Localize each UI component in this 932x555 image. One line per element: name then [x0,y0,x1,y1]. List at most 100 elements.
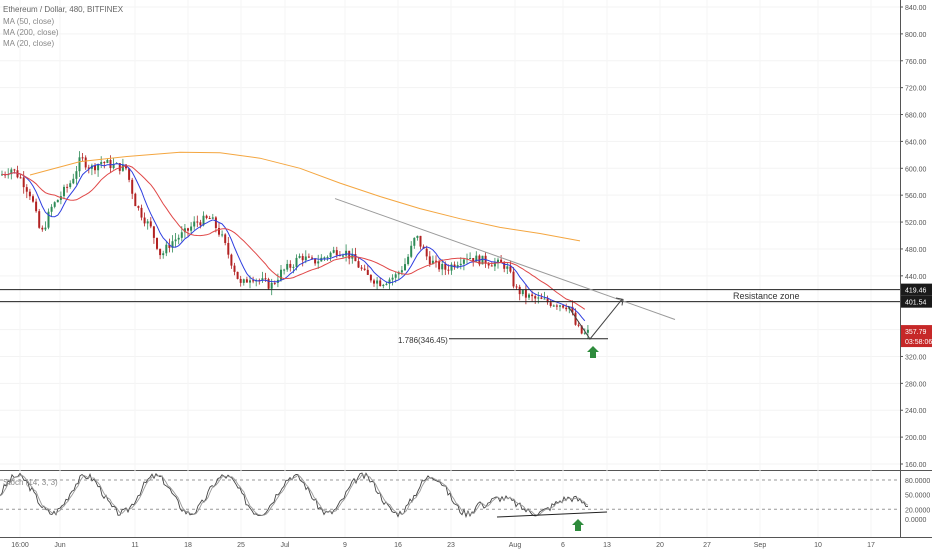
candle-up [317,261,320,264]
price-tick-label: 240.00 [905,408,927,415]
candle-up [78,157,81,172]
candle-up [462,259,465,264]
candle-up [10,169,13,175]
candle-down [149,221,152,227]
resistance-zone-label: Resistance zone [733,291,800,301]
candle-down [137,206,140,208]
projection-arrowhead [615,297,624,306]
candle-up [481,255,484,265]
candle-down [252,280,255,282]
price-tick-label: 800.00 [905,32,927,39]
candle-down [360,267,363,269]
candle-down [128,168,131,180]
candle-up [261,278,264,281]
candle-up [304,256,307,261]
candle-up [1,174,3,176]
time-tick-label: 17 [867,542,875,549]
candle-up [521,289,524,295]
candle-down [159,248,162,256]
candle-down [307,256,310,258]
candle-down [131,179,134,194]
candle-up [528,294,530,298]
candle-down [512,271,515,287]
stoch-k-line [0,472,588,519]
price-badges: 419.46 401.54 357.79 03:58:06 [901,283,932,348]
time-tick-label: Sep [754,542,767,549]
candle-up [342,255,344,257]
candle-down [273,282,276,284]
candle-down [565,307,568,310]
candle-up [63,186,65,197]
candle-up [413,237,416,246]
candle-down [311,257,313,259]
candle-down [531,294,534,297]
ma20-line [1,162,586,322]
candle-down [35,201,38,212]
candle-down [490,265,493,267]
candle-up [75,171,78,179]
candle-down [540,297,543,299]
candle-down [66,186,69,188]
candle-down [87,167,90,169]
candle-down [38,211,41,228]
candle-down [199,222,202,226]
candle-down [447,269,450,271]
candle-up [53,202,56,207]
candle-up [431,260,434,265]
plot-background [0,0,900,550]
time-tick-label: 6 [561,542,565,549]
price-tick-label: 720.00 [905,86,927,93]
candle-up [450,264,453,271]
candle-down [109,159,112,169]
candle-up [537,297,540,299]
time-tick-label: 10 [814,542,822,549]
candle-down [19,177,22,179]
time-tick-label: 27 [703,542,711,549]
candle-up [397,272,400,275]
candle-up [441,264,444,270]
candle-up [121,164,124,171]
candle-up [286,263,289,270]
price-axis: 840.00 800.00 760.00 720.00 680.00 640.00 600.… [900,5,927,469]
candle-up [497,259,499,263]
stoch-axis: 80.0000 50.0000 20.0000 0.0000 [905,478,930,524]
legend-ma200: MA (200, close) [3,28,59,37]
candle-up [56,199,59,203]
candle-down [28,191,31,197]
candle-down [41,227,44,230]
candle-down [577,324,580,326]
projection-path [567,299,623,340]
candle-up [332,250,335,253]
candle-up [493,262,496,267]
candle-down [267,279,270,289]
stoch-tick-label: 20.0000 [905,507,930,514]
candle-up [100,162,103,165]
candle-down [571,306,574,313]
candle-up [329,252,332,258]
price-tick-label: 760.00 [905,59,927,66]
current-price-label: 357.79 [905,329,927,336]
candle-down [125,164,127,169]
candle-down [103,162,106,164]
candle-up [292,266,295,268]
price-tick-label: 200.00 [905,435,927,442]
stoch-oscillator [0,472,608,531]
candle-down [84,157,87,168]
candle-down [515,286,518,288]
stoch-label: Stoch (14, 3, 3) [3,478,58,487]
price-tick-label: 480.00 [905,247,927,254]
candle-up [323,257,326,259]
candle-down [500,259,503,264]
current-price-badge [901,325,932,348]
candle-up [242,279,245,283]
level-badge [901,283,932,296]
candle-up [407,256,410,265]
candle-down [379,280,382,287]
time-tick-label: 20 [656,542,664,549]
candle-down [438,261,441,270]
buy-arrow-icon [587,346,599,358]
candle-up [162,253,165,256]
time-tick-label: 25 [237,542,245,549]
